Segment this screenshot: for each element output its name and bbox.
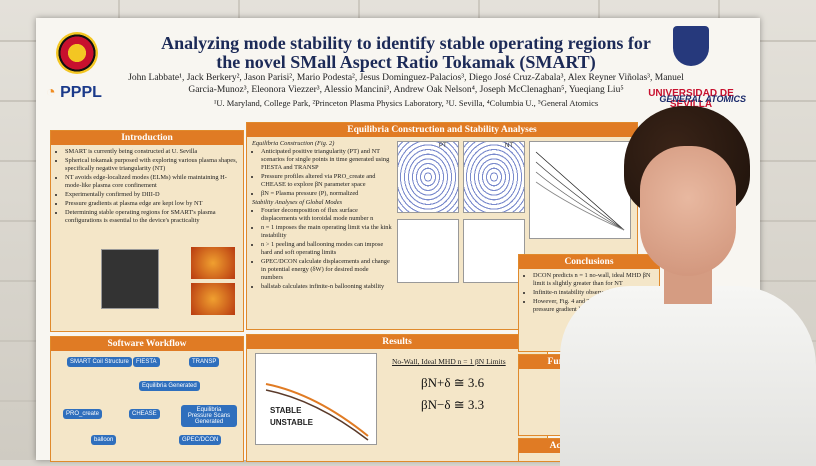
- plasma-triangularity-figure: [191, 283, 235, 315]
- general-atomics-logo: GENERAL ATOMICS: [659, 94, 746, 104]
- pppl-logo: ◔ PPPL: [46, 84, 102, 101]
- workflow-node: CHEASE: [129, 409, 160, 419]
- intro-bullet: Determining stable operating regions for…: [65, 209, 238, 225]
- pressure-profile-curves: [535, 151, 625, 231]
- workflow-node: Equilibria Generated: [139, 381, 200, 391]
- limits-title: No-Wall, Ideal MHD n = 1 βN Limits: [392, 357, 506, 366]
- unstable-label: UNSTABLE: [270, 418, 313, 427]
- stability-subheading: Stability Analyses of Global Modes: [252, 199, 343, 206]
- intro-bullet: Spherical tokamak purposed with explorin…: [65, 157, 238, 173]
- results-section: Results STABLE UNSTABLE No-Wall, Ideal M…: [246, 334, 548, 462]
- introduction-section: Introduction SMART is currently being co…: [50, 130, 244, 332]
- sevilla-logo: UNIVERSIDAD DE SEVILLA: [636, 26, 746, 110]
- poster-title: Analyzing mode stability to identify sta…: [161, 33, 651, 72]
- pressure-profile-chart: [529, 141, 631, 239]
- intro-bullet: SMART is currently being constructed at …: [65, 148, 238, 156]
- poster-affiliations: ¹U. Maryland, College Park, ²Princeton P…: [213, 98, 599, 108]
- equilibria-header: Equilibria Construction and Stability An…: [247, 123, 637, 137]
- smiling-face: [640, 146, 736, 276]
- results-header: Results: [247, 335, 547, 349]
- intro-bullet: NT avoids edge-localized modes (ELMs) wh…: [65, 174, 238, 190]
- poster-authors: John Labbate¹, Jack Berkery², Jason Pari…: [128, 73, 684, 95]
- sevilla-crest-icon: [673, 26, 709, 66]
- ballooning-stability-chart: STABLE UNSTABLE: [255, 353, 377, 445]
- workflow-node: balloon: [91, 435, 117, 445]
- smart-model-figure: [101, 249, 159, 309]
- workflow-node: PRO_create: [63, 409, 103, 419]
- pt-limit-equation: βN+δ ≅ 3.6: [421, 375, 485, 390]
- software-workflow-header: Software Workflow: [51, 337, 243, 351]
- workflow-node: Equilibria Pressure Scans Generated: [181, 405, 237, 427]
- nt-equilibrium-figure: [463, 141, 525, 213]
- nt-profile-chart: [463, 219, 525, 283]
- workflow-node: FIESTA: [133, 357, 160, 367]
- pt-profile-chart: [397, 219, 459, 283]
- umd-seal-icon: [56, 32, 98, 74]
- intro-bullet: Pressure gradients at plasma edge are ke…: [65, 200, 238, 208]
- equilibria-subheading: Equilibria Construction (Fig. 2): [252, 140, 335, 147]
- beta-limits-box: No-Wall, Ideal MHD n = 1 βN Limits βN+δ …: [387, 355, 537, 413]
- pt-equilibrium-figure: [397, 141, 459, 213]
- workflow-node: SMART Coil Structure: [67, 357, 132, 367]
- software-workflow-section: Software Workflow SMART Coil Structure F…: [50, 336, 244, 462]
- stable-label: STABLE: [270, 406, 302, 415]
- white-shirt: [560, 286, 816, 466]
- workflow-node: TRANSP: [189, 357, 220, 367]
- introduction-header: Introduction: [51, 131, 243, 145]
- presenter-photo: [560, 104, 816, 466]
- plasma-triangularity-figure: [191, 247, 235, 279]
- conclusions-header: Conclusions: [519, 255, 659, 269]
- nt-limit-equation: βN−δ ≅ 3.3: [421, 397, 485, 412]
- intro-bullet: Experimentally confirmed by DIII-D: [65, 191, 238, 199]
- workflow-node: GPEC/DCON: [179, 435, 222, 445]
